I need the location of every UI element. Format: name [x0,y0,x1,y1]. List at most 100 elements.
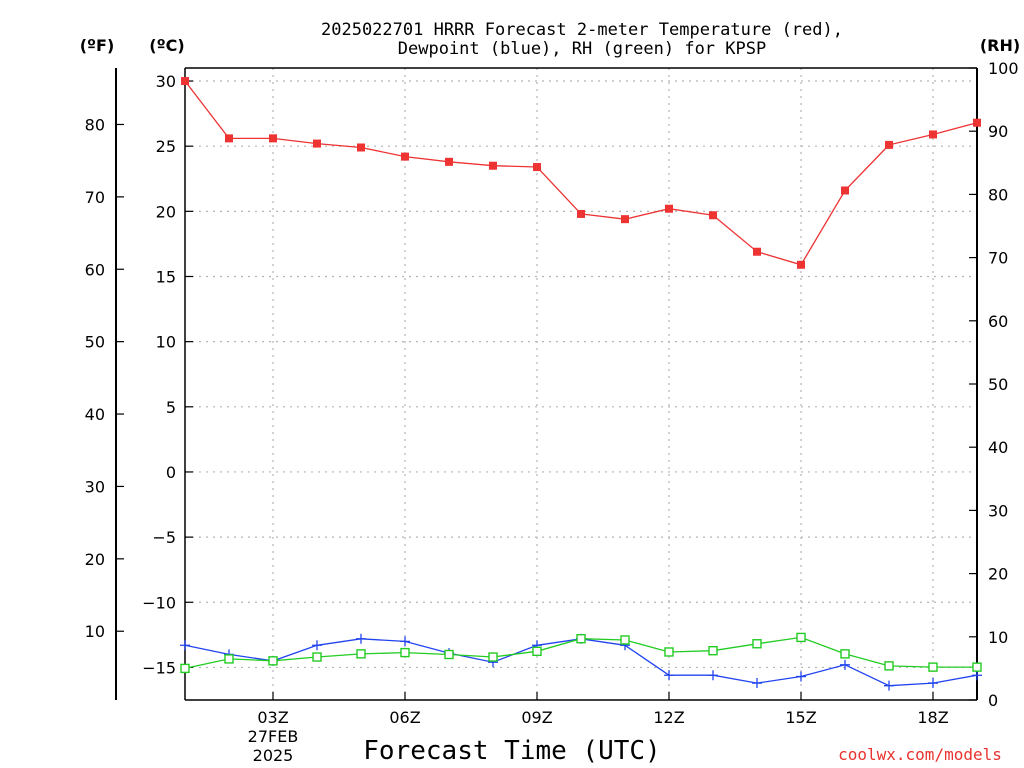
dewpoint-point [972,670,982,681]
temperature-point [181,77,189,86]
temperature-point [445,157,453,166]
rh-tick-label: 20 [988,565,1008,584]
temperature-point [841,186,849,195]
rh-point [620,635,630,645]
celsius-tick-label: 0 [166,463,176,482]
celsius-tick-label: −15 [142,658,176,677]
dewpoint-point [840,659,850,670]
dewpoint-line [184,638,978,687]
celsius-tick-label: 15 [156,267,176,286]
dewpoint-point [708,670,718,681]
rh-tick-label: 80 [988,185,1008,204]
rh-point [928,662,938,672]
celsius-tick-label: 30 [156,72,176,91]
temperature-point [269,134,277,143]
rh-point [576,633,586,644]
chart-title-line-2: Dewpoint (blue), RH (green) for KPSP [398,39,766,59]
temperature-line [184,80,978,266]
celsius-axis: 30 25 20 15 10 5 0 −5 −10 −15 [142,72,193,677]
fahrenheit-tick-label: 20 [85,550,105,569]
celsius-tick-label: −5 [152,528,176,547]
rh-point [268,656,278,666]
rh-tick-label: 30 [988,501,1008,520]
temperature-point [797,260,805,269]
chart-title-line-1: 2025022701 HRRR Forecast 2-meter Tempera… [321,20,843,40]
x-axis-title: Forecast Time (UTC) [363,736,660,766]
grid-lines [185,68,977,700]
fahrenheit-tick-label: 30 [85,477,105,496]
temperature-point [621,215,629,224]
rh-tick-label: 70 [988,249,1008,268]
fahrenheit-tick-label: 10 [85,622,105,641]
dewpoint-point [928,678,938,689]
x-tick-label: 09Z [521,708,552,727]
celsius-tick-label: 20 [156,202,176,221]
rh-point [708,646,718,656]
rh-tick-label: 90 [988,122,1008,141]
fahrenheit-axis: 80 70 60 50 40 30 20 10 [85,115,124,641]
rh-tick-label: 100 [988,59,1019,78]
temperature-point [973,118,981,127]
temperature-point [489,161,497,170]
rh-tick-label: 60 [988,312,1008,331]
rh-point [972,662,982,672]
fahrenheit-tick-label: 50 [85,333,105,352]
celsius-unit-label: (ºC) [149,36,184,55]
dewpoint-point [312,640,322,651]
rh-point [796,632,806,643]
x-date-label: 2025 [253,746,294,765]
x-date-label: 27FEB [248,727,299,746]
x-tick-label: 15Z [785,708,816,727]
rh-point [752,639,762,649]
rh-tick-label: 40 [988,438,1008,457]
rh-point [840,649,850,659]
fahrenheit-tick-label: 70 [85,188,105,207]
rh-tick-label: 50 [988,375,1008,394]
celsius-tick-label: 5 [166,398,176,417]
rh-series [180,632,982,674]
rh-tick-label: 0 [988,691,998,710]
temperature-point [357,143,365,152]
temperature-point [709,211,717,220]
temperature-point [929,130,937,139]
temperature-point [577,209,585,218]
rh-axis: 0 10 20 30 40 50 60 70 80 90 100 [969,59,1019,710]
rh-point [224,654,234,664]
fahrenheit-tick-label: 40 [85,405,105,424]
rh-point [400,647,410,658]
x-tick-label: 18Z [917,708,948,727]
celsius-tick-label: 25 [156,137,176,156]
dewpoint-point [400,636,410,647]
rh-point [884,661,894,671]
dewpoint-point [664,670,674,681]
x-tick-label: 06Z [389,708,420,727]
temperature-point [533,163,541,172]
temperature-point [401,152,409,161]
x-tick-label: 12Z [653,708,684,727]
celsius-tick-label: 10 [156,333,176,352]
series-group [180,77,982,691]
temperature-series [181,77,981,269]
temperature-point [665,204,673,213]
rh-point [312,652,322,662]
dewpoint-point [796,671,806,682]
celsius-tick-label: −10 [142,593,176,612]
fahrenheit-tick-label: 80 [85,115,105,134]
rh-point [488,652,498,662]
rh-point [444,649,454,660]
temperature-point [225,134,233,143]
dewpoint-point [356,633,366,644]
temperature-point [885,140,893,149]
source-credit: coolwx.com/models [838,745,1002,764]
rh-tick-label: 10 [988,628,1008,647]
fahrenheit-tick-label: 60 [85,260,105,279]
dewpoint-point [752,678,762,689]
rh-point [356,649,366,659]
dewpoint-point [180,640,190,651]
rh-point [532,646,542,657]
temperature-point [313,139,321,148]
temperature-point [753,247,761,256]
rh-point [180,663,190,674]
fahrenheit-unit-label: (ºF) [80,36,115,55]
